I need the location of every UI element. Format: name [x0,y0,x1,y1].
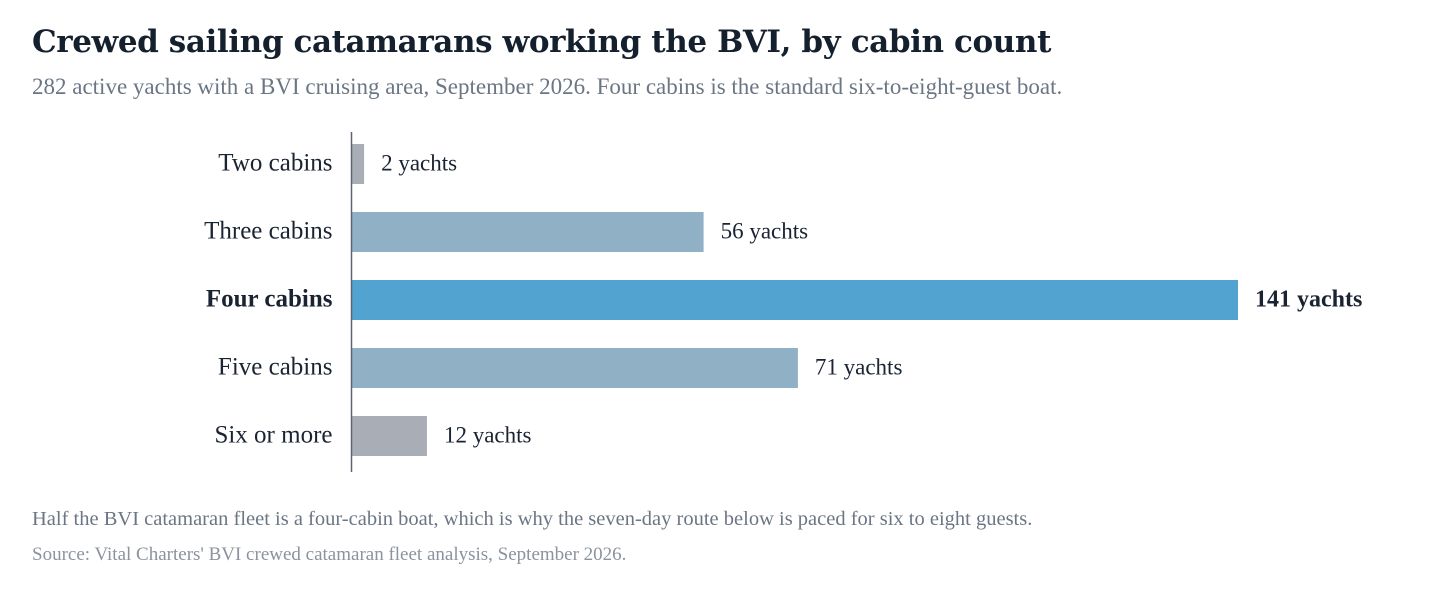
value-label: 12 yachts [444,422,532,447]
bar-five-cabins [351,348,798,388]
category-label: Five cabins [218,354,333,381]
bar-three-cabins [351,212,704,252]
chart-subtitle: 282 active yachts with a BVI cruising ar… [32,74,1063,99]
bar-two-cabins [351,144,365,184]
category-label: Six or more [214,422,332,449]
category-label: Two cabins [218,150,332,177]
value-label: 71 yachts [815,354,903,379]
chart-note: Half the BVI catamaran fleet is a four-c… [32,508,1033,530]
category-label: Three cabins [204,218,332,245]
chart-title: Crewed sailing catamarans working the BV… [32,24,1051,60]
chart-source: Source: Vital Charters' BVI crewed catam… [32,544,627,565]
bar-six-or-more [351,416,427,456]
bar-four-cabins [351,280,1238,320]
category-label: Four cabins [206,286,333,313]
value-label: 2 yachts [381,150,457,175]
value-label: 56 yachts [721,218,809,243]
value-label: 141 yachts [1255,287,1362,313]
